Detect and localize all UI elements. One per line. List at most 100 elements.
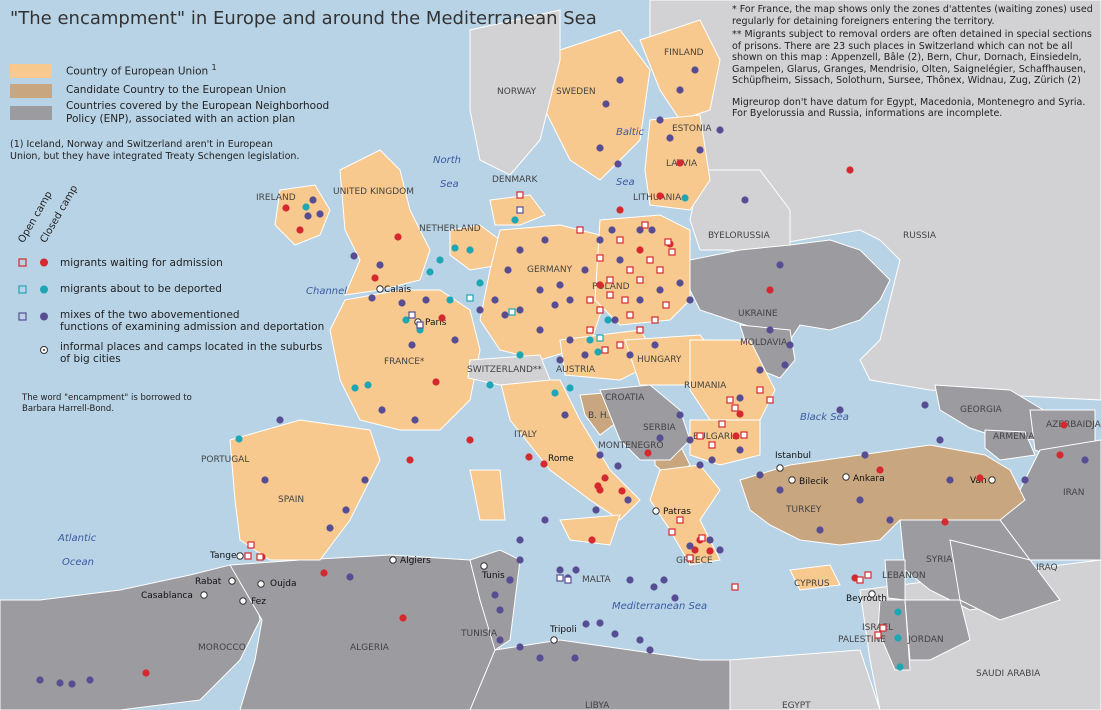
camp-closed-mixed-93	[736, 394, 744, 402]
camp-closed-mixed-87	[716, 546, 724, 554]
note-france: * For France, the map shows only the zon…	[732, 4, 1093, 27]
label-iran: IRAN	[1063, 488, 1084, 498]
camp-open-waiting-41	[756, 386, 764, 394]
france-region	[329, 289, 481, 431]
camp-closed-mixed-22	[541, 236, 549, 244]
camp-open-waiting-42	[766, 396, 774, 404]
camp-closed-mixed-4	[376, 261, 384, 269]
legend-waiting: migrants waiting for admission	[60, 257, 223, 269]
camp-open-mixed-3	[408, 311, 416, 319]
camp-open-waiting-36	[864, 571, 872, 579]
camp-closed-mixed-57	[556, 356, 564, 364]
label-morocco: MOROCCO	[198, 643, 246, 653]
camp-open-waiting-37	[879, 624, 887, 632]
legend-mixed: mixes of the two abovementioned function…	[60, 309, 324, 333]
camp-open-deported-2	[596, 334, 604, 342]
camp-closed-mixed-6	[398, 299, 406, 307]
camp-closed-mixed-47	[696, 461, 704, 469]
camp-closed-waiting-9	[540, 460, 548, 468]
city-tripoli: Tripoli	[549, 625, 577, 635]
label-palestine: PALESTINE	[838, 635, 886, 645]
camp-closed-mixed-45	[676, 411, 684, 419]
legend-enp-line2: Policy (ENP), associated with an action …	[66, 113, 296, 125]
city-tunis: Tunis	[481, 571, 505, 581]
sea-baltic-line1: Baltic	[616, 127, 644, 138]
camp-closed-mixed-5	[368, 294, 376, 302]
camp-closed-deported-22	[566, 384, 574, 392]
camp-closed-mixed-69	[636, 636, 644, 644]
camp-closed-mixed-70	[571, 654, 579, 662]
camp-closed-mixed-35	[611, 316, 619, 324]
iberia-region	[229, 419, 381, 561]
camp-closed-deported-2	[364, 381, 372, 389]
legend-open-mixed-icon	[18, 312, 27, 321]
camp-closed-mixed-1	[316, 210, 324, 218]
label-norway: NORWAY	[497, 87, 537, 97]
camp-open-waiting-31	[731, 404, 739, 412]
camp-closed-waiting-30	[636, 246, 644, 254]
camp-closed-mixed-26	[596, 236, 604, 244]
camp-closed-mixed-98	[656, 116, 664, 124]
camp-open-waiting-28	[576, 226, 584, 234]
camp-closed-mixed-54	[736, 446, 744, 454]
camp-closed-mixed-43	[626, 351, 634, 359]
armenia-region	[984, 429, 1036, 461]
camp-markers	[36, 66, 1089, 688]
legend-footnote1-line1: (1) Iceland, Norway and Switzerland aren…	[10, 139, 273, 150]
legend-open-deported-icon	[18, 285, 27, 294]
schengen-non-eu	[467, 9, 561, 386]
label-france: FRANCE*	[384, 357, 425, 367]
label-lebanon: LEBANON	[882, 571, 926, 581]
city-paris: Paris	[425, 318, 447, 328]
camp-closed-mixed-86	[706, 536, 714, 544]
camp-closed-mixed-92	[756, 366, 764, 374]
label-armenia: ARMENIA	[993, 432, 1035, 442]
camp-open-waiting-34	[726, 396, 734, 404]
camp-closed-mixed-108	[1021, 476, 1029, 484]
city-calais: Calais	[384, 285, 411, 295]
camp-closed-mixed-90	[786, 341, 794, 349]
camp-closed-mixed-3	[350, 252, 358, 260]
label-serbia: SERBIA	[643, 423, 676, 433]
camp-open-waiting-2	[244, 552, 252, 560]
city-istanbul: Istanbul	[775, 451, 811, 461]
camp-open-waiting-27	[616, 236, 624, 244]
camp-closed-mixed-37	[551, 301, 559, 309]
camp-open-waiting-40	[740, 431, 748, 439]
label-jordan: JORDAN	[907, 635, 944, 645]
camp-closed-waiting-4	[438, 314, 446, 322]
legend-enp-swatch	[10, 106, 52, 120]
camp-closed-mixed-41	[536, 326, 544, 334]
camp-closed-deported-21	[604, 316, 612, 324]
legend-eu-label: Country of European Union	[66, 65, 209, 78]
camp-open-waiting-14	[606, 276, 614, 284]
camp-closed-waiting-0	[282, 204, 290, 212]
camp-closed-mixed-7	[422, 296, 430, 304]
camp-closed-waiting-3	[371, 274, 379, 282]
legend-candidate-swatch	[10, 84, 52, 98]
camp-closed-mixed-74	[496, 606, 504, 614]
label-finland: FINLAND	[664, 48, 704, 58]
camp-closed-waiting-33	[691, 546, 699, 554]
note-migreurop: Migreurop don't have datum for Egypt, Ma…	[732, 96, 1086, 120]
camp-closed-mixed-12	[342, 506, 350, 514]
sea-labels: North Sea Baltic Sea Channel Atlantic Oc…	[57, 127, 849, 612]
camp-closed-mixed-89	[766, 326, 774, 334]
legend-mixed-line1: mixes of the two abovementioned	[60, 309, 240, 321]
camp-open-waiting-20	[616, 341, 624, 349]
camp-closed-mixed-19	[491, 296, 499, 304]
libya-region	[469, 639, 731, 710]
legend-mixed-line2: functions of examining admission and dep…	[60, 321, 325, 333]
camp-open-mixed-1	[564, 576, 572, 584]
camp-closed-mixed-80	[506, 576, 514, 584]
camp-closed-mixed-103	[696, 146, 704, 154]
camp-closed-waiting-5	[432, 378, 440, 386]
camp-closed-mixed-102	[716, 126, 724, 134]
camp-closed-waiting-6	[406, 456, 414, 464]
legend-symbols	[18, 258, 48, 354]
camp-open-waiting-1	[256, 553, 264, 561]
marker-patras	[652, 507, 660, 515]
camp-closed-mixed-21	[516, 246, 524, 254]
sardinia-region	[469, 469, 506, 521]
